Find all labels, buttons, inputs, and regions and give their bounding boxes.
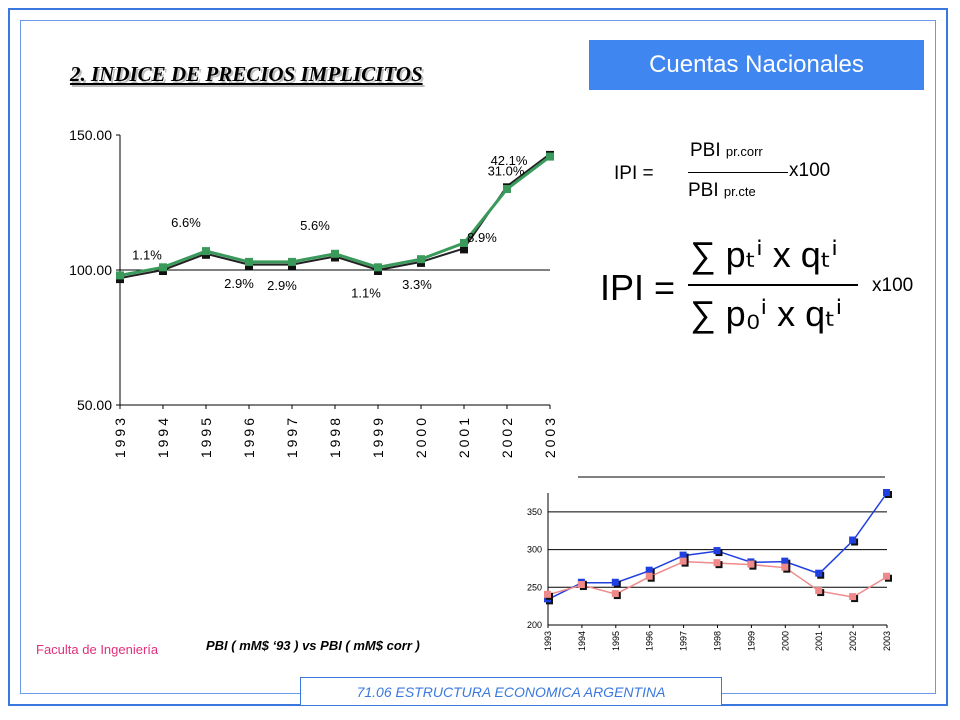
data-point	[849, 536, 857, 544]
data-point	[713, 547, 721, 555]
formula1-fraction-bar	[688, 172, 788, 173]
data-point	[679, 551, 687, 559]
data-label: 31.0%	[488, 164, 525, 179]
data-point	[460, 239, 468, 247]
course-footer: 71.06 ESTRUCTURA ECONOMICA ARGENTINA	[300, 677, 722, 706]
data-point	[577, 581, 585, 589]
x-tick-label: 1995	[198, 415, 214, 458]
data-point	[781, 557, 789, 565]
data-point	[245, 257, 253, 266]
x-tick-label: 2000	[413, 415, 429, 458]
formula1-numerator: PBI pr.corr	[690, 140, 763, 161]
data-label: 8.9%	[467, 230, 497, 245]
x-tick-label: 1998	[713, 631, 723, 651]
x-tick-label: 1993	[112, 415, 128, 458]
x-tick-label: 2000	[780, 631, 790, 651]
x-tick-label: 1997	[679, 631, 689, 651]
ipi-chart: 50.00 100.00 150.00 1993 1994 1995 1996 1997 199…	[69, 127, 558, 458]
data-label: 5.6%	[300, 218, 330, 233]
formula2-denominator: ∑ p₀ⁱ x qₜⁱ	[690, 293, 843, 334]
data-point	[713, 559, 721, 567]
data-point	[288, 257, 296, 266]
page-title: 2. INDICE DE PRECIOS IMPLICITOS	[70, 62, 423, 86]
data-point	[611, 578, 619, 586]
data-point	[849, 593, 857, 601]
x-tick-label: 2002	[848, 631, 858, 651]
x-tick-label: 2003	[882, 631, 892, 651]
formula1-denominator: PBI pr.cte	[688, 180, 756, 201]
x-tick-label: 1996	[645, 631, 655, 651]
data-label: 2.9%	[267, 278, 297, 293]
pbi-comparison-chart: 200 250 300 350 1993 1994 1995 1996 1997 1998 1999…	[527, 476, 892, 651]
y-tick-label: 200	[527, 620, 542, 630]
data-point	[374, 263, 382, 272]
data-point	[815, 569, 823, 577]
data-point	[883, 489, 890, 496]
y-tick-label: 50.00	[77, 397, 112, 413]
formula1-lhs: IPI =	[614, 163, 654, 184]
formula2-numerator: ∑ pₜⁱ x qₜⁱ	[690, 234, 838, 275]
faculty-label: Faculta de Ingeniería	[36, 642, 159, 657]
data-point	[645, 572, 653, 580]
y-tick-label: 350	[527, 507, 542, 517]
data-point	[202, 247, 210, 256]
formula2-fraction-bar	[688, 284, 858, 286]
data-point	[679, 557, 687, 565]
data-point	[815, 587, 823, 595]
x-tick-label: 1994	[577, 631, 587, 651]
formula2-lhs: IPI =	[600, 267, 676, 308]
series-line	[547, 492, 888, 601]
y-tick-label: 300	[527, 545, 542, 555]
data-point	[159, 263, 167, 272]
formula2-multiplier: x100	[872, 275, 914, 296]
data-point	[460, 245, 468, 254]
data-label: 2.9%	[224, 276, 254, 291]
chart2-caption: PBI ( mM$ ‘93 ) vs PBI ( mM$ corr )	[206, 638, 420, 653]
x-tick-label: 1997	[284, 415, 300, 458]
y-tick-label: 250	[527, 582, 542, 592]
data-label: 6.6%	[171, 215, 201, 230]
data-point	[747, 560, 755, 568]
data-point	[546, 152, 554, 161]
data-point	[116, 271, 124, 280]
x-tick-label: 1999	[370, 415, 386, 458]
data-label: 42.1%	[491, 153, 528, 168]
data-point	[781, 563, 789, 571]
data-label: 1.1%	[132, 247, 162, 262]
x-tick-label: 1998	[327, 415, 343, 458]
data-label: 3.3%	[402, 277, 432, 292]
data-point	[417, 255, 425, 264]
data-point	[611, 590, 619, 598]
x-tick-label: 2002	[499, 415, 515, 458]
x-tick-label: 1995	[611, 631, 621, 651]
formula1-multiplier: x100	[789, 160, 831, 181]
x-tick-label: 1996	[241, 415, 257, 458]
x-tick-label: 2001	[456, 415, 472, 458]
data-point	[331, 249, 339, 258]
header-badge: Cuentas Nacionales	[589, 40, 924, 90]
x-tick-label: 2001	[814, 631, 824, 651]
x-tick-label: 1993	[543, 631, 553, 651]
y-tick-label: 150.00	[69, 127, 112, 143]
data-point	[645, 566, 653, 574]
x-tick-label: 1994	[155, 415, 171, 458]
data-point	[503, 185, 511, 193]
x-tick-label: 2003	[542, 415, 558, 458]
data-point	[883, 572, 890, 580]
data-label: 1.1%	[351, 285, 381, 300]
data-point	[544, 590, 551, 598]
x-tick-label: 1999	[746, 631, 756, 651]
y-tick-label: 100.00	[69, 262, 112, 278]
